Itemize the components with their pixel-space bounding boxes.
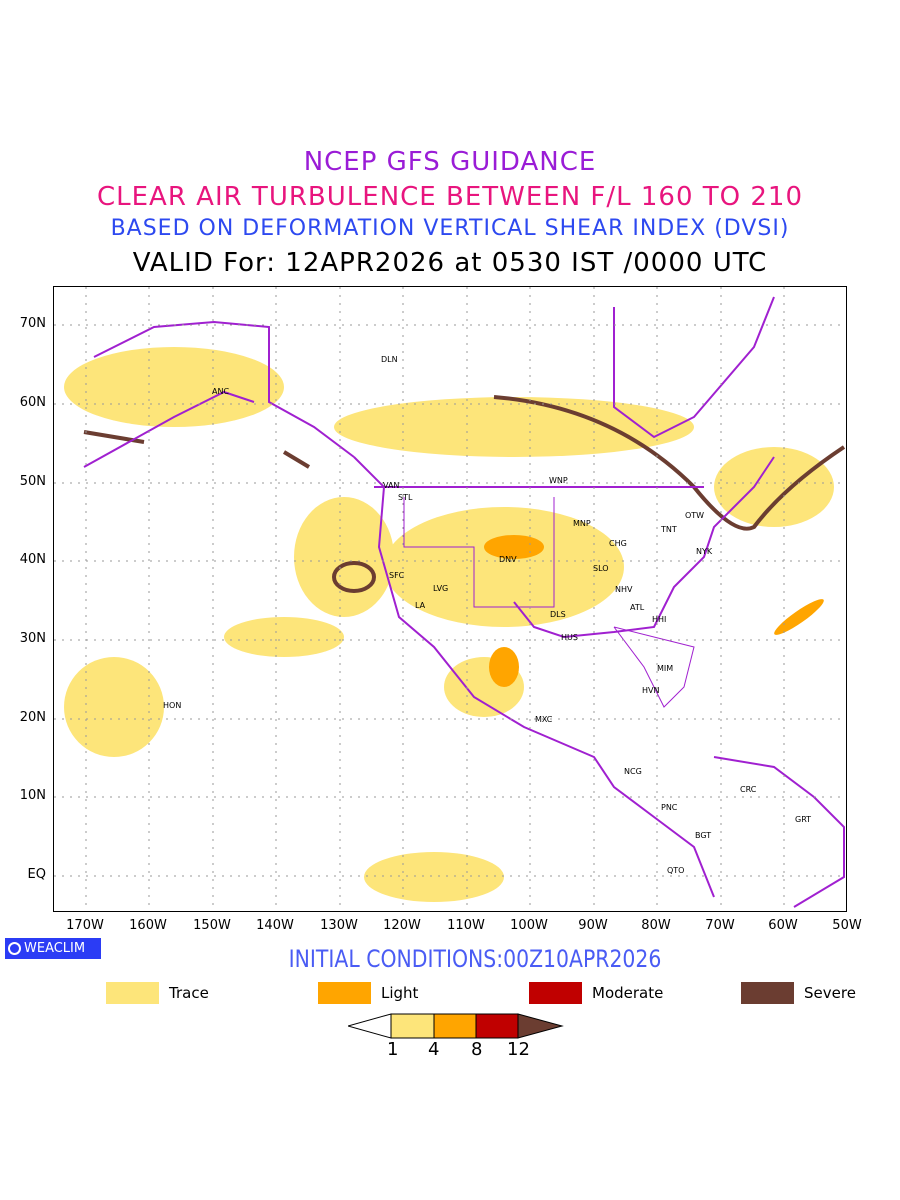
city-label: CHG (609, 539, 627, 548)
city-label: LVG (433, 584, 449, 593)
legend-swatch (529, 982, 582, 1004)
legend-label: Severe (804, 984, 856, 1002)
city-label: SFC (389, 571, 405, 580)
city-label: DLS (550, 610, 566, 619)
copyright-icon (8, 942, 21, 955)
city-label: ATL (630, 603, 645, 612)
city-label: GRT (795, 815, 812, 824)
city-label: MNP (573, 519, 591, 528)
city-label: LA (415, 601, 426, 610)
turbulence-area (294, 497, 394, 617)
turbulence-area (714, 447, 834, 527)
legend-label: Trace (169, 984, 209, 1002)
city-label: DNV (499, 555, 517, 564)
lon-label: 100W (510, 918, 548, 933)
colorbar (348, 1013, 564, 1039)
legend-swatch (106, 982, 159, 1004)
legend-label: Light (381, 984, 419, 1002)
lon-label: 120W (383, 918, 421, 933)
lat-label: 70N (19, 316, 46, 331)
map-panel: DLN ANC VAN STL WNP MNP TNT OTW CHG NYK … (53, 286, 847, 912)
lat-label: 10N (19, 788, 46, 803)
city-label: NYK (696, 547, 713, 556)
lon-label: 150W (193, 918, 231, 933)
city-label: SLO (593, 564, 609, 573)
lat-label: 40N (19, 552, 46, 567)
city-label: VAN (383, 481, 400, 490)
colorbar-light (433, 1013, 477, 1039)
turbulence-light (484, 535, 824, 687)
colorbar-tick: 1 (387, 1039, 399, 1060)
title-valid-time: VALID For: 12APR2026 at 0530 IST /0000 U… (132, 248, 768, 278)
city-label: ANC (212, 387, 230, 396)
city-label: HUS (561, 633, 578, 642)
title-method: BASED ON DEFORMATION VERTICAL SHEAR INDE… (110, 216, 790, 241)
lon-label: 110W (447, 918, 485, 933)
legend-swatch (318, 982, 371, 1004)
turbulence-area (224, 617, 344, 657)
colorbar-moderate (475, 1013, 519, 1039)
lat-label: 20N (19, 710, 46, 725)
turbulence-area (64, 347, 284, 427)
map-canvas (54, 287, 846, 911)
turbulence-fields (64, 347, 834, 902)
lon-label: 160W (129, 918, 167, 933)
city-label: PNC (661, 803, 678, 812)
legend-trace: Trace (106, 982, 209, 1004)
turbulence-area (64, 657, 164, 757)
lon-label: 170W (66, 918, 104, 933)
weaclim-logo: WEACLIM (5, 938, 101, 959)
turbulence-area (334, 397, 694, 457)
lat-label: EQ (27, 867, 46, 882)
colorbar-trace (390, 1013, 435, 1039)
city-label: DLN (381, 355, 398, 364)
city-label: QTO (667, 866, 685, 875)
city-label: OTW (685, 511, 705, 520)
title-product: CLEAR AIR TURBULENCE BETWEEN F/L 160 TO … (96, 182, 804, 212)
lon-label: 90W (578, 918, 608, 933)
logo-text: WEACLIM (24, 941, 86, 956)
colorbar-tick: 12 (507, 1039, 530, 1060)
city-label: HHI (652, 615, 667, 624)
graticule (54, 287, 846, 911)
city-label: NHV (615, 585, 633, 594)
city-label: WNP (549, 476, 568, 485)
turbulence-area (384, 507, 624, 627)
turbulence-severe (83, 395, 846, 593)
colorbar-tick: 8 (471, 1039, 483, 1060)
legend-light: Light (318, 982, 418, 1004)
legend-moderate: Moderate (529, 982, 663, 1004)
city-label: HON (163, 701, 182, 710)
city-label: MIM (657, 664, 674, 673)
city-label: NCG (624, 767, 642, 776)
coastlines-and-borders (83, 296, 845, 908)
lon-label: 50W (832, 918, 862, 933)
legend-label: Moderate (592, 984, 664, 1002)
title-agency: NCEP GFS GUIDANCE (303, 147, 597, 177)
lon-label: 80W (641, 918, 671, 933)
legend-severe: Severe (741, 982, 856, 1004)
turbulence-area (364, 852, 504, 902)
lat-label: 50N (19, 474, 46, 489)
lat-label: 60N (19, 395, 46, 410)
city-label: MXC (535, 715, 553, 724)
lon-label: 130W (320, 918, 358, 933)
city-label: CRC (740, 785, 757, 794)
lon-label: 140W (256, 918, 294, 933)
initial-conditions: INITIAL CONDITIONS:00Z10APR2026 (288, 945, 662, 973)
city-label: BGT (695, 831, 712, 840)
colorbar-severe-arrow (517, 1013, 564, 1039)
colorbar-under-arrow (348, 1013, 392, 1039)
lat-label: 30N (19, 631, 46, 646)
city-label: TNT (661, 525, 677, 534)
lon-label: 70W (705, 918, 735, 933)
city-label: HVN (642, 686, 660, 695)
colorbar-tick: 4 (428, 1039, 440, 1060)
legend-swatch (741, 982, 794, 1004)
city-label: STL (398, 493, 413, 502)
lon-label: 60W (768, 918, 798, 933)
